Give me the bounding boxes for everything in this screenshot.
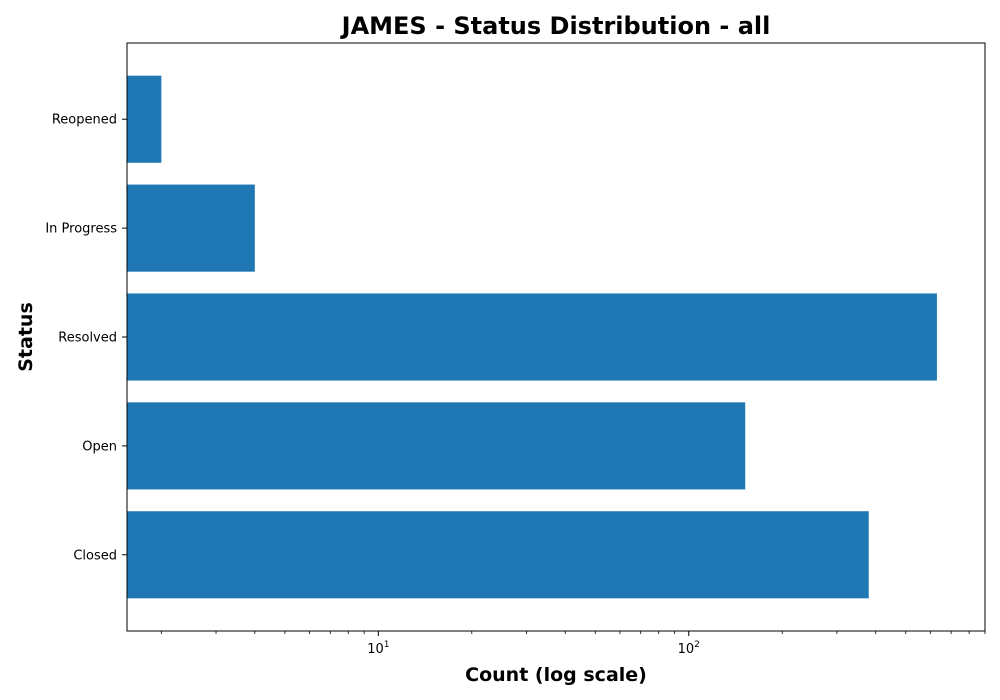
bar-resolved <box>127 293 937 381</box>
bar-closed <box>127 511 869 599</box>
chart-title: JAMES - Status Distribution - all <box>340 12 771 40</box>
y-tick-label: In Progress <box>45 222 117 237</box>
plot-area: Closed Open Resolved In Progress Reopened 101… <box>45 42 986 657</box>
plot-frame <box>126 42 986 632</box>
bar-reopened <box>127 75 162 163</box>
bar-in-progress <box>127 184 255 272</box>
y-axis-label: Status <box>15 302 37 372</box>
y-tick-label: Closed <box>73 548 117 563</box>
y-tick-label: Open <box>82 439 117 454</box>
x-tick-label: 101 <box>367 640 389 657</box>
y-tick-label: Reopened <box>52 113 117 128</box>
x-axis-label: Count (log scale) <box>465 664 647 686</box>
x-tick-label: 102 <box>678 640 700 657</box>
bar-open <box>127 402 746 490</box>
y-tick-label: Resolved <box>58 331 117 346</box>
